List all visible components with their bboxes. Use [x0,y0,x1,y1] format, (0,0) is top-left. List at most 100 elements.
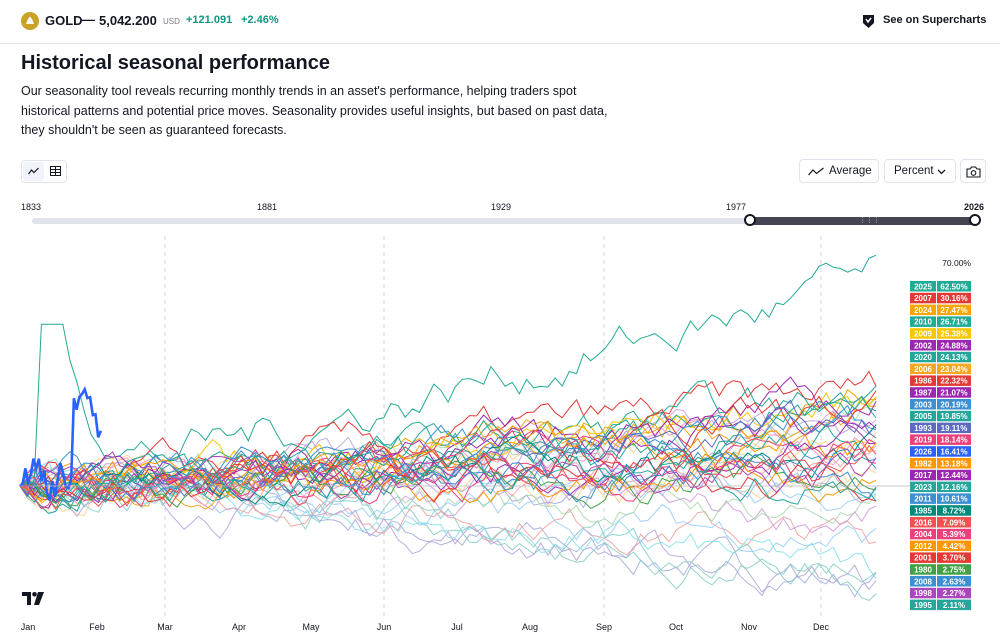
legend-value-badge [937,281,971,292]
series-line-2003 [19,404,877,493]
legend-value-badge [937,399,971,410]
legend-year-label: 2025 [914,282,932,291]
series-line-2001 [19,450,877,503]
legend-year-badge [910,493,936,504]
legend-value-label: 2.27% [943,589,966,598]
range-year-label: 2026 [964,202,985,212]
legend-value-badge [937,469,971,481]
legend-value-label: 25.38% [940,330,967,339]
series-line-2007 [19,370,877,496]
symbol-name[interactable]: GOLD [45,13,83,28]
view-toggle [21,160,67,183]
x-tick-label: Dec [813,622,830,632]
legend-year-badge [910,351,936,363]
legend-value-label: 5.39% [943,530,966,539]
line-chart-icon [28,167,39,175]
unit-dropdown-label: Percent [894,165,934,177]
legend-year-badge [910,434,936,445]
legend-value-badge [937,304,971,316]
legend-value-label: 7.09% [943,518,966,527]
legend-value-badge [937,375,971,386]
supercharts-icon[interactable] [860,13,877,30]
unit-dropdown[interactable]: Percent [884,159,956,183]
series-line-2019 [19,429,877,509]
legend-year-label: 1986 [914,377,932,386]
legend-value-badge [937,387,971,398]
legend-value-label: 4.42% [943,542,966,551]
average-label: Average [829,165,872,177]
legend-value-badge [937,363,971,375]
legend-year-label: 1982 [914,459,932,468]
legend-year-label: 1987 [914,389,932,398]
legend-year-label: 2026 [914,448,932,457]
legend-value-badge [937,599,971,611]
price-change: +121.091 [186,14,233,26]
series-line-2017 [19,421,877,503]
year-range-selection[interactable] [750,217,976,225]
legend-year-label: 1980 [914,566,932,575]
series-line-2025 [19,254,877,497]
section-description: Our seasonality tool reveals recurring m… [21,84,608,137]
range-end-handle[interactable] [969,214,981,226]
legend-year-label: 2023 [914,483,932,492]
series-line-2026 [19,386,103,501]
series-line-2008 [19,452,877,503]
legend-value-label: 24.13% [940,353,967,362]
legend-value-label: 2.11% [943,601,965,610]
table-view-button[interactable] [45,162,66,181]
legend-value-badge [937,422,971,434]
legend-year-label: 2019 [914,436,932,445]
legend-year-label: 2004 [914,530,932,539]
y-axis-top-label: 70.00% [942,258,971,268]
legend-value-label: 20.19% [940,400,967,409]
legend-year-badge [910,576,936,587]
range-grip-icon[interactable]: ⋮⋮⋮ [859,217,880,224]
legend-value-label: 13.18% [940,459,967,468]
average-line-icon [808,167,824,176]
legend-year-badge [910,422,936,434]
legend-value-badge [937,540,971,552]
x-tick-label: Oct [669,622,684,632]
camera-icon [966,166,981,178]
series-line-1980 [19,454,877,510]
background-series-line [19,472,877,601]
legend-value-badge [937,458,971,469]
legend-value-label: 19.11% [941,424,968,433]
legend-value-label: 23.04% [940,365,967,374]
legend-year-label: 2008 [914,577,932,586]
legend-value-label: 22.32% [940,377,967,386]
legend-value-badge [937,505,971,516]
legend-year-label: 2012 [914,542,932,551]
background-series-line [19,475,877,597]
chevron-down-icon [937,169,946,175]
legend-year-label: 2010 [914,318,932,327]
legend-year-label: 2007 [914,294,932,303]
legend-value-label: 2.75% [943,566,966,575]
legend-value-label: 12.44% [940,471,967,480]
legend-value-badge [937,434,971,445]
legend-value-label: 3.70% [943,554,966,563]
see-on-supercharts-link[interactable]: See on Supercharts [883,14,987,26]
legend-value-label: 12.16% [940,483,967,492]
legend-value-badge [937,528,971,540]
legend-year-badge [910,292,936,304]
tradingview-logo-icon [22,592,44,605]
year-range-track[interactable] [32,218,976,224]
x-tick-label: Feb [89,622,105,632]
legend-value-label: 10.61% [940,495,967,504]
legend-value-badge [937,446,971,457]
legend-value-badge [937,351,971,363]
legend-year-badge [910,387,936,398]
snapshot-button[interactable] [960,159,986,183]
table-icon [50,166,61,176]
legend-value-label: 8.72% [943,507,966,516]
average-button[interactable]: Average [799,159,879,183]
legend-value-badge [937,410,971,422]
line-view-button[interactable] [23,162,44,181]
range-start-handle[interactable] [744,214,756,226]
background-series-line [20,466,877,534]
legend-year-label: 2002 [914,341,932,350]
legend-year-label: 2024 [914,306,932,315]
legend-value-badge [937,564,971,575]
legend-year-badge [910,328,936,339]
